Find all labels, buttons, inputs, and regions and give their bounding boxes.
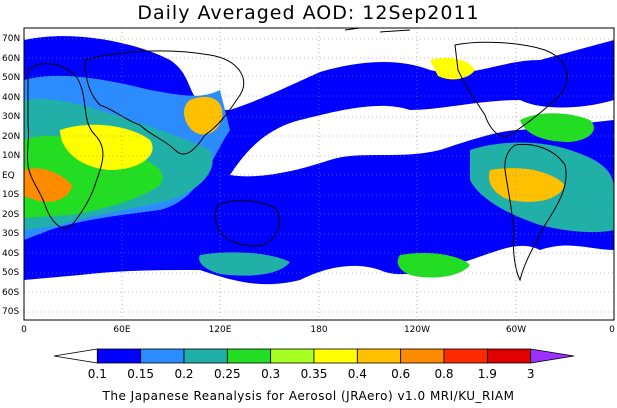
colorbar-level-label: 3 — [526, 367, 535, 381]
credit-line: The Japanese Reanalysis for Aerosol (JRA… — [102, 389, 515, 403]
aod-region — [184, 96, 223, 135]
colorbar-level-label: 1.9 — [477, 367, 497, 381]
lon-label: 120W — [403, 325, 431, 335]
colorbar-segment — [530, 348, 575, 364]
colorbar-segment — [486, 348, 532, 364]
lon-label: 120E — [208, 325, 232, 335]
lat-label: 70S — [2, 307, 20, 317]
aod-field — [24, 28, 614, 320]
colorbar-level-label: 0.8 — [434, 367, 454, 381]
colorbar-level-label: 0.25 — [213, 367, 241, 381]
colorbar-level-label: 0.15 — [127, 367, 155, 381]
lat-label: 40N — [2, 92, 21, 103]
colorbar-level-label: 0.1 — [87, 367, 107, 381]
colorbar-segment — [96, 348, 142, 364]
colorbar-segment — [270, 348, 315, 364]
colorbar-segment — [140, 348, 185, 364]
coastlines — [26, 28, 568, 282]
map-title: Daily Averaged AOD: 12Sep2011 — [137, 2, 480, 24]
aod-region — [430, 58, 475, 80]
colorbar-level-label: 0.35 — [300, 367, 328, 381]
graticule — [24, 28, 614, 320]
lat-label: EQ — [2, 170, 15, 181]
aod-region — [397, 253, 470, 278]
lat-label: 30S — [2, 229, 20, 239]
aod-region — [24, 168, 72, 202]
colorbar-segment — [400, 348, 445, 364]
aod-region — [199, 252, 290, 276]
lat-label: 50N — [2, 73, 21, 83]
colorbar-segment — [53, 348, 98, 364]
aod-region — [520, 113, 594, 142]
lon-label: 60W — [505, 325, 527, 335]
lon-label: 180 — [310, 325, 328, 335]
colorbar-level-label: 0.4 — [347, 367, 367, 381]
lon-label: 60E — [113, 325, 131, 335]
colorbar-level-label: 0.2 — [174, 367, 194, 381]
map-frame — [23, 27, 615, 321]
lat-label: 20S — [2, 209, 20, 220]
lat-label: 70N — [2, 34, 21, 44]
lat-label: 20N — [2, 131, 21, 142]
aod-region — [60, 124, 153, 170]
lat-label: 60S — [2, 287, 20, 298]
lat-label: 10S — [2, 190, 20, 200]
lon-label: 0 — [21, 325, 27, 335]
colorbar-segment — [226, 348, 272, 364]
colorbar-segment — [443, 348, 488, 364]
lon-label: 0 — [609, 325, 615, 335]
lat-label: 40S — [2, 248, 20, 259]
lat-label: 10N — [2, 151, 21, 161]
colorbar-level-label: 0.3 — [261, 367, 281, 381]
colorbar-segment — [313, 348, 358, 364]
colorbar-segment — [356, 348, 402, 364]
lat-label: 60N — [2, 53, 21, 64]
colorbar-level-label: 0.6 — [391, 367, 411, 381]
colorbar-segment — [183, 348, 228, 364]
lat-label: 30N — [2, 112, 21, 122]
lat-label: 50S — [2, 268, 20, 278]
colorbar — [53, 348, 575, 364]
aod-region — [489, 168, 565, 202]
